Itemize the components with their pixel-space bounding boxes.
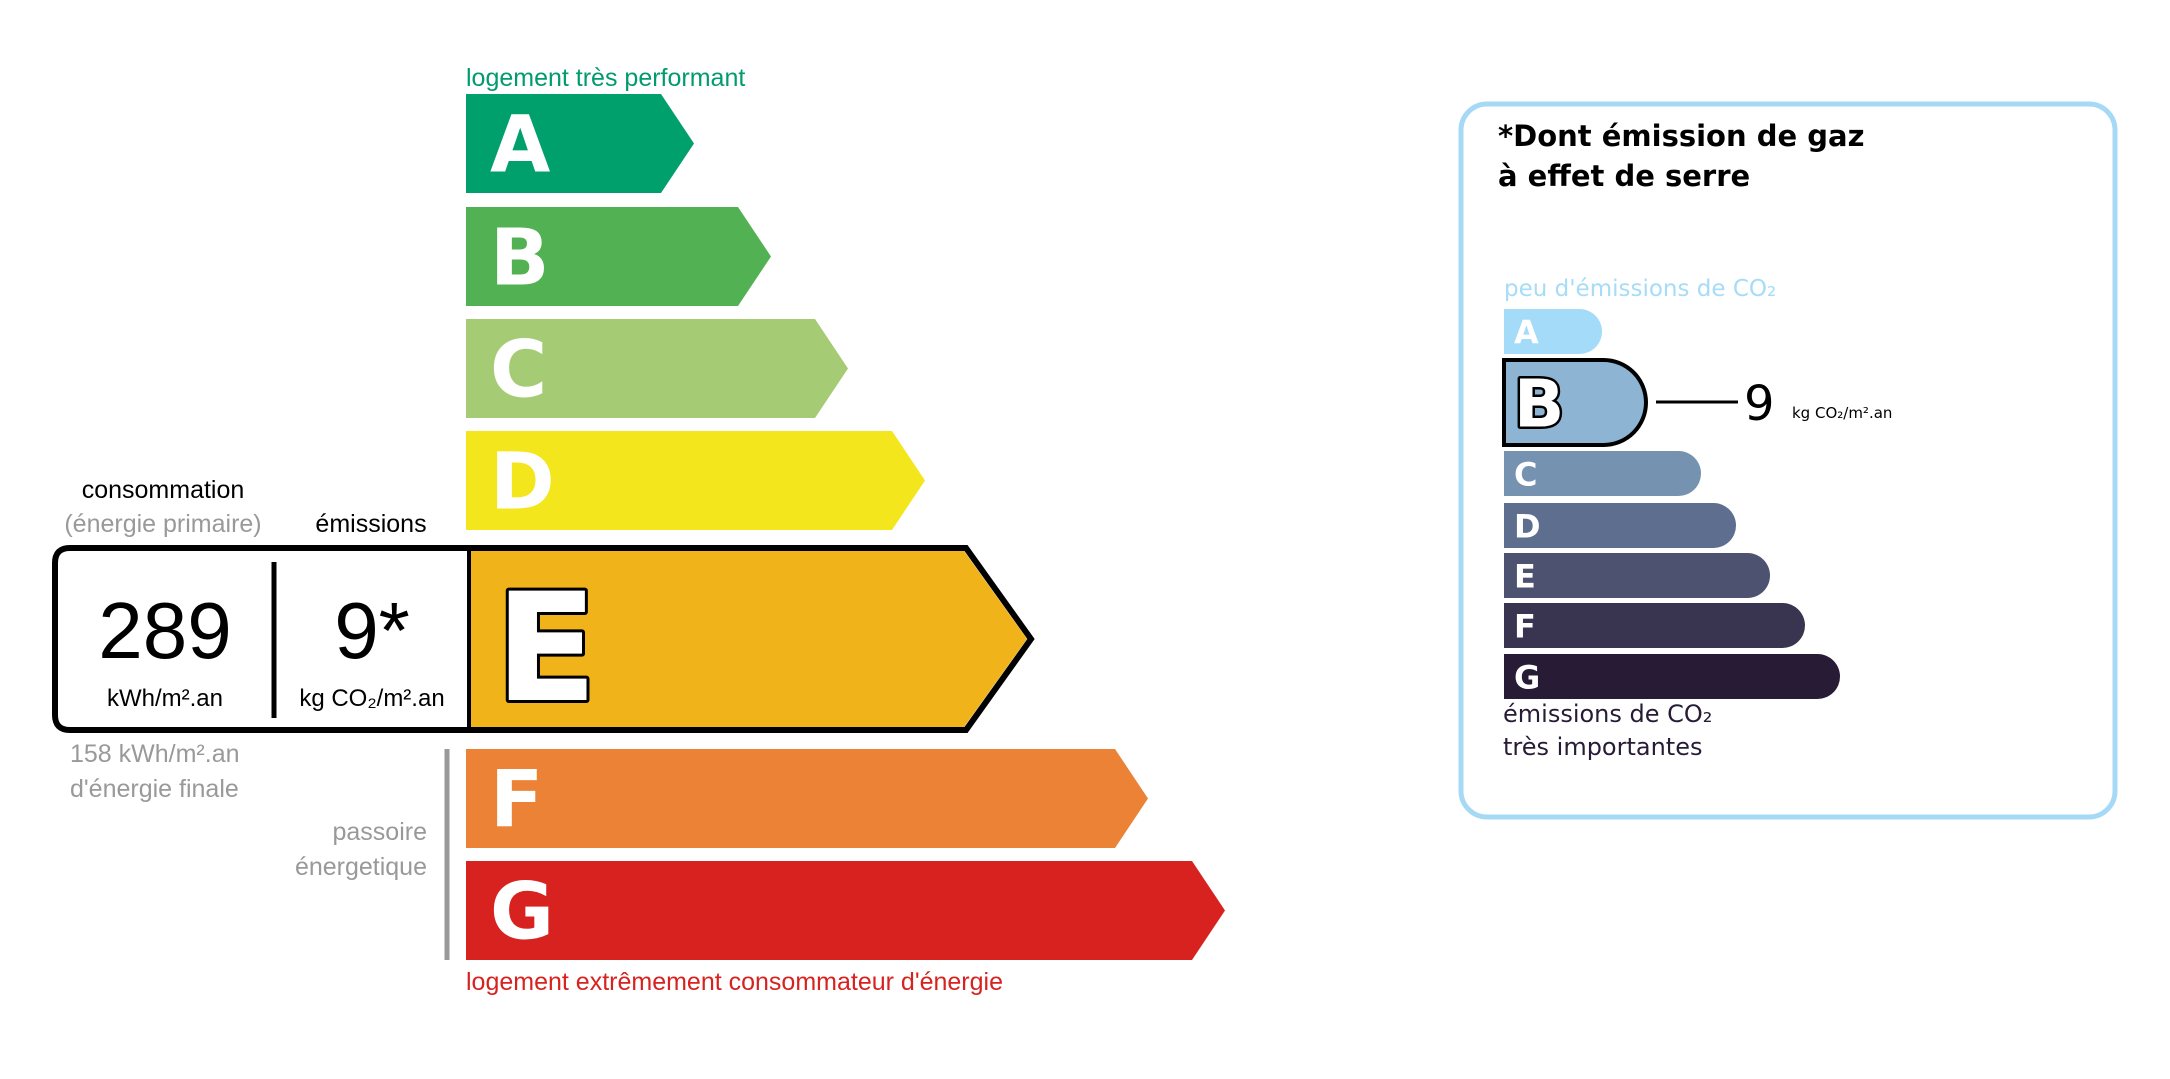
ghg-bottom-label-line1: émissions de CO₂ <box>1503 700 1712 728</box>
energy-bar-shape <box>466 319 848 418</box>
energy-letter-c: C <box>490 326 547 416</box>
energy-bar-f: F <box>466 749 1148 848</box>
passoire-line2: énergetique <box>295 853 427 881</box>
ghg-bar-c: C <box>1504 451 1701 496</box>
ghg-value: 9 <box>1744 376 1775 432</box>
ghg-unit: kg CO₂/m².an <box>1792 404 1892 422</box>
ghg-title-line1: *Dont émission de gaz <box>1498 119 1864 153</box>
ghg-bar-shape <box>1504 451 1701 496</box>
ghg-letter-g: G <box>1514 659 1540 697</box>
ghg-bar-d: D <box>1504 503 1736 548</box>
ghg-bar-shape <box>1502 358 1648 447</box>
energy-bar-c: C <box>466 319 848 418</box>
ghg-letter-d: D <box>1514 508 1541 546</box>
ghg-top-label: peu d'émissions de CO₂ <box>1504 276 1776 302</box>
emissions-value: 9* <box>334 586 410 675</box>
energy-letter-b: B <box>490 214 549 304</box>
ghg-letter-a: A <box>1514 314 1539 352</box>
consumption-unit: kWh/m².an <box>107 685 223 712</box>
energy-letter-e: E <box>495 562 597 736</box>
energy-bar-shape <box>466 207 771 306</box>
energy-bar-shape <box>466 94 694 193</box>
ghg-bar-shape <box>1504 654 1840 699</box>
ghg-bar-e: E <box>1504 553 1771 598</box>
ghg-bar-shape <box>1504 503 1736 548</box>
consumption-sublabel: (énergie primaire) <box>64 510 261 538</box>
energy-letter-g: G <box>490 868 554 958</box>
ghg-bar-shape <box>1504 553 1771 598</box>
ghg-letter-e: E <box>1514 558 1536 596</box>
emissions-label: émissions <box>315 510 426 538</box>
ghg-letter-c: C <box>1514 456 1537 494</box>
current-energy-box: E <box>52 545 1035 739</box>
energy-bar-g: G <box>466 861 1225 960</box>
ghg-bar-shape <box>1504 309 1603 354</box>
ghg-letter-f: F <box>1514 608 1536 646</box>
energy-bar-shape <box>466 431 925 530</box>
energy-letter-d: D <box>490 438 555 528</box>
final-energy-label: d'énergie finale <box>70 775 239 803</box>
ghg-bar-f: F <box>1504 603 1805 648</box>
energy-bar-a: A <box>466 94 694 193</box>
ghg-title-line2: à effet de serre <box>1498 159 1750 193</box>
ghg-bottom-label-line2: très importantes <box>1503 733 1703 761</box>
energy-bar-shape <box>466 861 1225 960</box>
ghg-bar-shape <box>1504 603 1805 648</box>
energy-bar-b: B <box>466 207 771 306</box>
energy-bar-d: D <box>466 431 925 530</box>
consumption-label: consommation <box>82 476 245 504</box>
energy-letter-a: A <box>490 101 550 191</box>
ghg-bar-g: G <box>1504 654 1840 699</box>
consumption-value: 289 <box>98 586 231 675</box>
ghg-bar-a: A <box>1504 309 1603 354</box>
energy-top-label: logement très performant <box>466 64 745 92</box>
ghg-bar-b: B <box>1502 358 1648 447</box>
energy-letter-f: F <box>490 756 543 846</box>
emissions-unit: kg CO₂/m².an <box>299 685 444 712</box>
energy-bar-e <box>469 551 1027 727</box>
energy-bottom-label: logement extrêmement consommateur d'éner… <box>466 968 1003 996</box>
ghg-letter-b: B <box>1514 366 1564 443</box>
final-energy-value: 158 kWh/m².an <box>70 740 240 768</box>
energy-bar-shape <box>466 749 1148 848</box>
passoire-line1: passoire <box>333 818 428 846</box>
